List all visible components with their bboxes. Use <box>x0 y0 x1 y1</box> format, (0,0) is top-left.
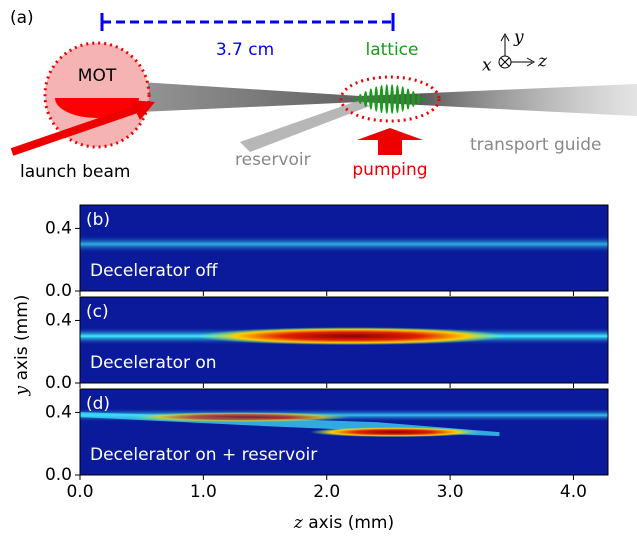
pumping-label: pumping <box>352 160 427 180</box>
fringe <box>369 88 373 110</box>
mot-cloud <box>43 41 151 149</box>
mot-label: MOT <box>78 66 117 86</box>
fringe <box>358 94 363 104</box>
hot-spot <box>130 412 351 423</box>
y-tick-label: 0.4 <box>45 310 72 330</box>
panel-caption: Decelerator on <box>90 353 217 373</box>
panel-tag: (c) <box>86 302 109 322</box>
lattice-fringes <box>353 84 426 114</box>
x-axis-text: axis (mm) <box>303 513 394 533</box>
fringe <box>416 94 421 104</box>
panel-frame <box>79 296 609 384</box>
y-tick-label: 0.0 <box>45 465 72 485</box>
fringe <box>411 91 416 107</box>
fringe <box>422 97 426 101</box>
fringe <box>406 88 410 110</box>
fringe <box>400 86 405 112</box>
axis-y: y <box>513 28 524 48</box>
y-tick-label: 0.0 <box>45 373 72 393</box>
panel-caption: Decelerator on + reservoir <box>90 445 317 465</box>
x-tick-label: 4.0 <box>560 482 587 502</box>
launch-label: launch beam <box>20 162 130 182</box>
fringe <box>374 86 379 112</box>
axis-x: x <box>482 56 492 76</box>
y-axis-label: y axis (mm) <box>12 295 33 397</box>
panel-frame <box>79 204 609 292</box>
pumping-arrow <box>357 128 423 155</box>
fringe <box>363 91 368 107</box>
axis-z: z <box>537 52 548 72</box>
x-axis-label: z axis (mm) <box>293 513 394 534</box>
fringe <box>390 84 394 114</box>
reservoir-beam <box>240 100 370 152</box>
y-tick-label: 0.4 <box>45 402 72 422</box>
x-tick-label: 1.0 <box>190 482 217 502</box>
fringe <box>353 97 357 101</box>
launch-arrow <box>130 100 155 120</box>
axis-arrows <box>500 32 536 67</box>
hot-spot <box>309 427 480 438</box>
signal-band <box>80 235 608 254</box>
x-tick-label: 3.0 <box>437 482 464 502</box>
reservoir-label: reservoir <box>235 150 311 170</box>
distance-label: 3.7 cm <box>216 40 274 60</box>
launch-beam <box>10 104 142 156</box>
panel-tag: (a) <box>10 8 34 28</box>
x-tick-label: 2.0 <box>313 482 340 502</box>
y-tick-label: 0.0 <box>45 281 72 301</box>
x-tick-label: 0.0 <box>66 482 93 502</box>
panel-tag: (b) <box>86 210 110 230</box>
lattice-outline <box>339 75 441 123</box>
fringe <box>385 84 389 114</box>
x-axis-variable: z <box>293 513 304 533</box>
fringe <box>395 84 400 114</box>
y-axis-variable: y <box>12 385 32 396</box>
fringe <box>379 84 384 114</box>
y-tick-label: 0.4 <box>45 218 72 238</box>
hot-spot <box>196 327 507 346</box>
image-panels: (b) Decelerator off 0.0 0.4 (c) Decelerator o… <box>12 204 609 534</box>
guide-label: transport guide <box>470 135 602 155</box>
panel-tag: (d) <box>86 394 110 414</box>
lattice-label: lattice <box>365 40 418 60</box>
panel-caption: Decelerator off <box>90 261 219 281</box>
panel-frame <box>79 388 609 476</box>
y-axis-text: axis (mm) <box>12 295 32 386</box>
schematic: (a) 3.7 cm MOT lattice launch beam reser… <box>10 8 637 182</box>
